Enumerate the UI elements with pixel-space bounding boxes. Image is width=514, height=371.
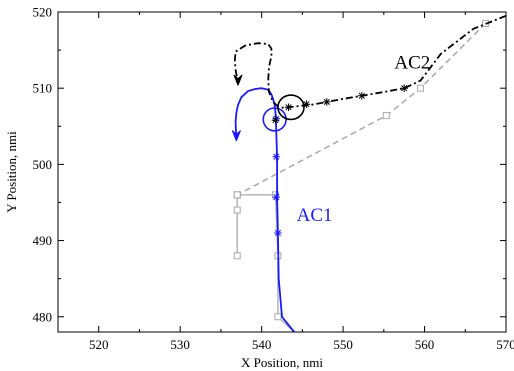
x-axis-title: X Position, nmi [241, 355, 323, 370]
ac1-point [272, 152, 281, 161]
x-tick-label: 560 [415, 337, 435, 352]
x-tick-label: 540 [252, 337, 272, 352]
ac2_plan-point [416, 84, 424, 92]
ac1-point [272, 114, 281, 123]
y-tick-label: 490 [33, 233, 53, 248]
ac2-point [400, 84, 408, 92]
ac1_plan-line [236, 194, 295, 332]
x-tick-label: 520 [89, 337, 109, 352]
ac1-point [274, 229, 282, 237]
ac2-point [271, 116, 280, 124]
ac1-point [272, 193, 281, 201]
ac2-line [233, 14, 506, 109]
y-axis-title: Y Position, nmi [4, 131, 19, 213]
y-tick-label: 500 [33, 157, 53, 172]
y-tick-label: 480 [33, 309, 53, 324]
ac1_plan-point [274, 313, 282, 321]
x-tick-label: 530 [170, 337, 190, 352]
ac2-point [358, 92, 366, 100]
ac2_plan-line [236, 22, 487, 196]
ac2-arrow [233, 74, 243, 86]
ac2-point [284, 103, 293, 112]
ac1_plan-point [233, 206, 241, 214]
plot-layer: AC2 AC1 [231, 14, 506, 332]
ticks-layer: 520 530 540 550 560 570 480 490 500 510 520 [33, 5, 514, 353]
series-group [231, 14, 506, 332]
ac2-point [302, 100, 311, 108]
ac2-circle [277, 94, 305, 121]
x-tick-label: 570 [496, 337, 514, 352]
ac1_plan-point [233, 252, 241, 260]
y-tick-label: 520 [33, 5, 53, 20]
y-tick-label: 510 [33, 81, 53, 96]
series-label: AC2 [394, 52, 430, 73]
ac2_plan-point [382, 112, 390, 120]
x-tick-label: 550 [333, 337, 353, 352]
series-label: AC1 [297, 205, 333, 226]
ac2-point [323, 98, 331, 106]
ac1-arrow [231, 130, 241, 142]
plot-frame [57, 11, 507, 333]
ac2_plan-point [233, 191, 241, 199]
ac1-line [234, 87, 295, 332]
